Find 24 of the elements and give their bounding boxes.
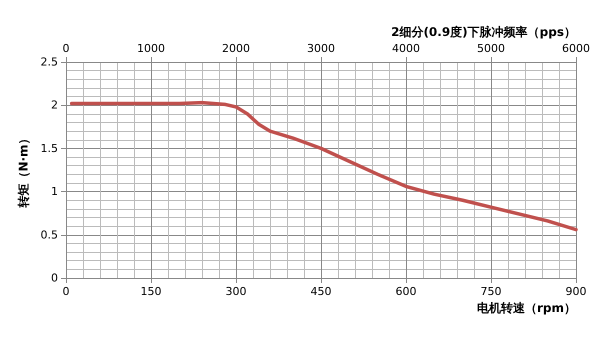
y-tick-label: 2 <box>51 98 58 112</box>
x-tick-label: 900 <box>566 285 586 298</box>
x2-tick-label: 6000 <box>562 42 590 55</box>
x-tick-label: 300 <box>226 285 246 298</box>
x-axis-title: 电机转速（rpm） <box>476 301 576 315</box>
x2-tick-label: 5000 <box>477 42 505 55</box>
y-tick-label: 2.5 <box>40 56 58 68</box>
x-tick-label: 750 <box>480 285 502 298</box>
y-tick-label: 1.5 <box>40 142 58 155</box>
x2-tick-label: 2000 <box>222 42 250 55</box>
x-tick-label: 0 <box>62 285 70 298</box>
x2-tick-label: 0 <box>62 42 70 55</box>
x2-axis-title: 2细分(0.9度)下脉冲频率（pps） <box>391 25 576 39</box>
y-tick-label: 0.5 <box>40 228 58 242</box>
y-tick-label: 1 <box>51 185 58 198</box>
x2-tick-label: 4000 <box>392 42 420 55</box>
x2-tick-label: 3000 <box>307 42 335 55</box>
x-tick-label: 600 <box>396 285 416 298</box>
line-series <box>70 100 578 232</box>
y-tick-label: 0 <box>51 272 58 284</box>
x-tick-label: 150 <box>140 285 162 298</box>
y-axis-title: 转矩（N·m） <box>16 132 31 209</box>
x2-tick-label: 1000 <box>137 42 165 55</box>
x-tick-label: 450 <box>310 285 332 298</box>
